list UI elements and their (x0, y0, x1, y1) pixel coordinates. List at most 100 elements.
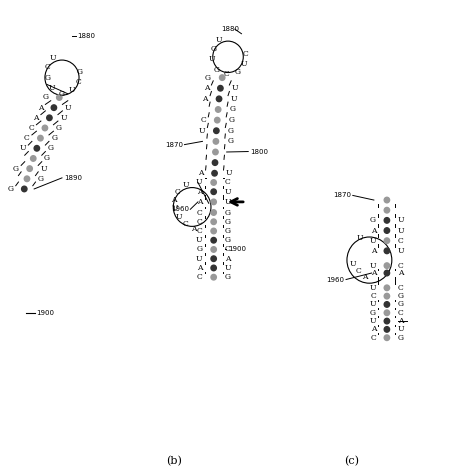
Text: U: U (196, 236, 202, 244)
Text: C: C (370, 292, 376, 300)
Circle shape (211, 246, 216, 252)
Text: A: A (171, 196, 176, 204)
Text: A: A (398, 317, 403, 325)
Circle shape (216, 107, 221, 112)
Text: A: A (371, 325, 376, 333)
Text: G: G (227, 137, 233, 146)
Text: U: U (216, 36, 222, 44)
Text: C: C (243, 50, 248, 58)
Text: A: A (33, 114, 39, 122)
Text: G: G (398, 301, 404, 309)
Text: U: U (199, 127, 205, 135)
Circle shape (215, 118, 220, 123)
Text: U: U (225, 198, 231, 206)
Circle shape (211, 228, 216, 234)
Circle shape (384, 335, 390, 340)
Circle shape (211, 274, 216, 280)
Text: 1880: 1880 (78, 33, 96, 39)
Circle shape (56, 95, 62, 100)
Text: C: C (28, 124, 34, 132)
Text: U: U (240, 60, 247, 68)
Text: U: U (398, 325, 404, 333)
Text: U: U (349, 260, 356, 268)
Text: A: A (197, 264, 202, 272)
Circle shape (211, 180, 216, 185)
Text: G: G (47, 144, 54, 152)
Circle shape (384, 238, 390, 244)
Circle shape (218, 85, 223, 91)
Text: U: U (69, 86, 75, 94)
Circle shape (384, 319, 390, 324)
Text: G: G (225, 209, 231, 217)
Text: U: U (398, 227, 404, 235)
Text: G: G (229, 106, 236, 113)
Text: U: U (172, 204, 178, 212)
Text: U: U (49, 84, 55, 92)
Text: U: U (370, 262, 376, 270)
Text: G: G (45, 73, 51, 82)
Text: 1900: 1900 (228, 246, 246, 253)
Text: C: C (182, 220, 188, 228)
Circle shape (211, 256, 216, 262)
Text: U: U (398, 247, 404, 255)
Text: G: G (398, 334, 404, 342)
Circle shape (384, 293, 390, 299)
Text: (b): (b) (166, 456, 182, 466)
Text: U: U (370, 284, 376, 292)
Text: A: A (398, 269, 403, 277)
Circle shape (211, 219, 216, 225)
Circle shape (211, 237, 216, 243)
Text: U: U (196, 255, 202, 263)
Text: C: C (24, 134, 30, 142)
Text: C: C (225, 246, 231, 254)
Text: C: C (201, 116, 206, 124)
Circle shape (211, 265, 216, 271)
Text: G: G (228, 127, 234, 135)
Text: C: C (225, 179, 231, 186)
Circle shape (384, 263, 390, 268)
Text: C: C (370, 334, 376, 342)
Text: C: C (197, 227, 202, 235)
Text: A: A (191, 225, 196, 233)
Circle shape (211, 189, 216, 194)
Text: G: G (225, 218, 231, 226)
Text: G: G (225, 236, 231, 244)
Text: U: U (370, 301, 376, 309)
Circle shape (384, 197, 390, 203)
Text: U: U (225, 188, 231, 196)
Text: C: C (356, 267, 361, 275)
Text: G: G (225, 227, 231, 235)
Circle shape (38, 136, 43, 141)
Circle shape (30, 155, 36, 161)
Circle shape (384, 310, 390, 316)
Circle shape (24, 176, 30, 182)
Text: C: C (44, 63, 50, 71)
Circle shape (47, 115, 52, 120)
Text: G: G (55, 124, 62, 132)
Text: U: U (370, 317, 376, 325)
Text: (c): (c) (344, 456, 359, 466)
Text: G: G (59, 90, 65, 98)
Text: A: A (204, 84, 209, 92)
Circle shape (212, 160, 218, 165)
Text: C: C (224, 70, 229, 78)
Text: G: G (370, 309, 376, 317)
Text: G: G (38, 175, 44, 183)
Text: C: C (197, 273, 202, 281)
Text: G: G (77, 68, 83, 76)
Text: U: U (64, 104, 71, 112)
Text: G: G (205, 73, 211, 82)
Circle shape (34, 146, 39, 151)
Text: U: U (230, 95, 237, 103)
Text: G: G (196, 246, 202, 254)
Text: A: A (371, 247, 376, 255)
Circle shape (51, 105, 56, 110)
Text: C: C (197, 209, 202, 217)
Text: G: G (13, 164, 19, 173)
Circle shape (384, 248, 390, 254)
Circle shape (211, 199, 216, 205)
Circle shape (22, 186, 27, 191)
Text: G: G (228, 116, 235, 124)
Text: U: U (356, 234, 363, 242)
Text: U: U (183, 181, 190, 189)
